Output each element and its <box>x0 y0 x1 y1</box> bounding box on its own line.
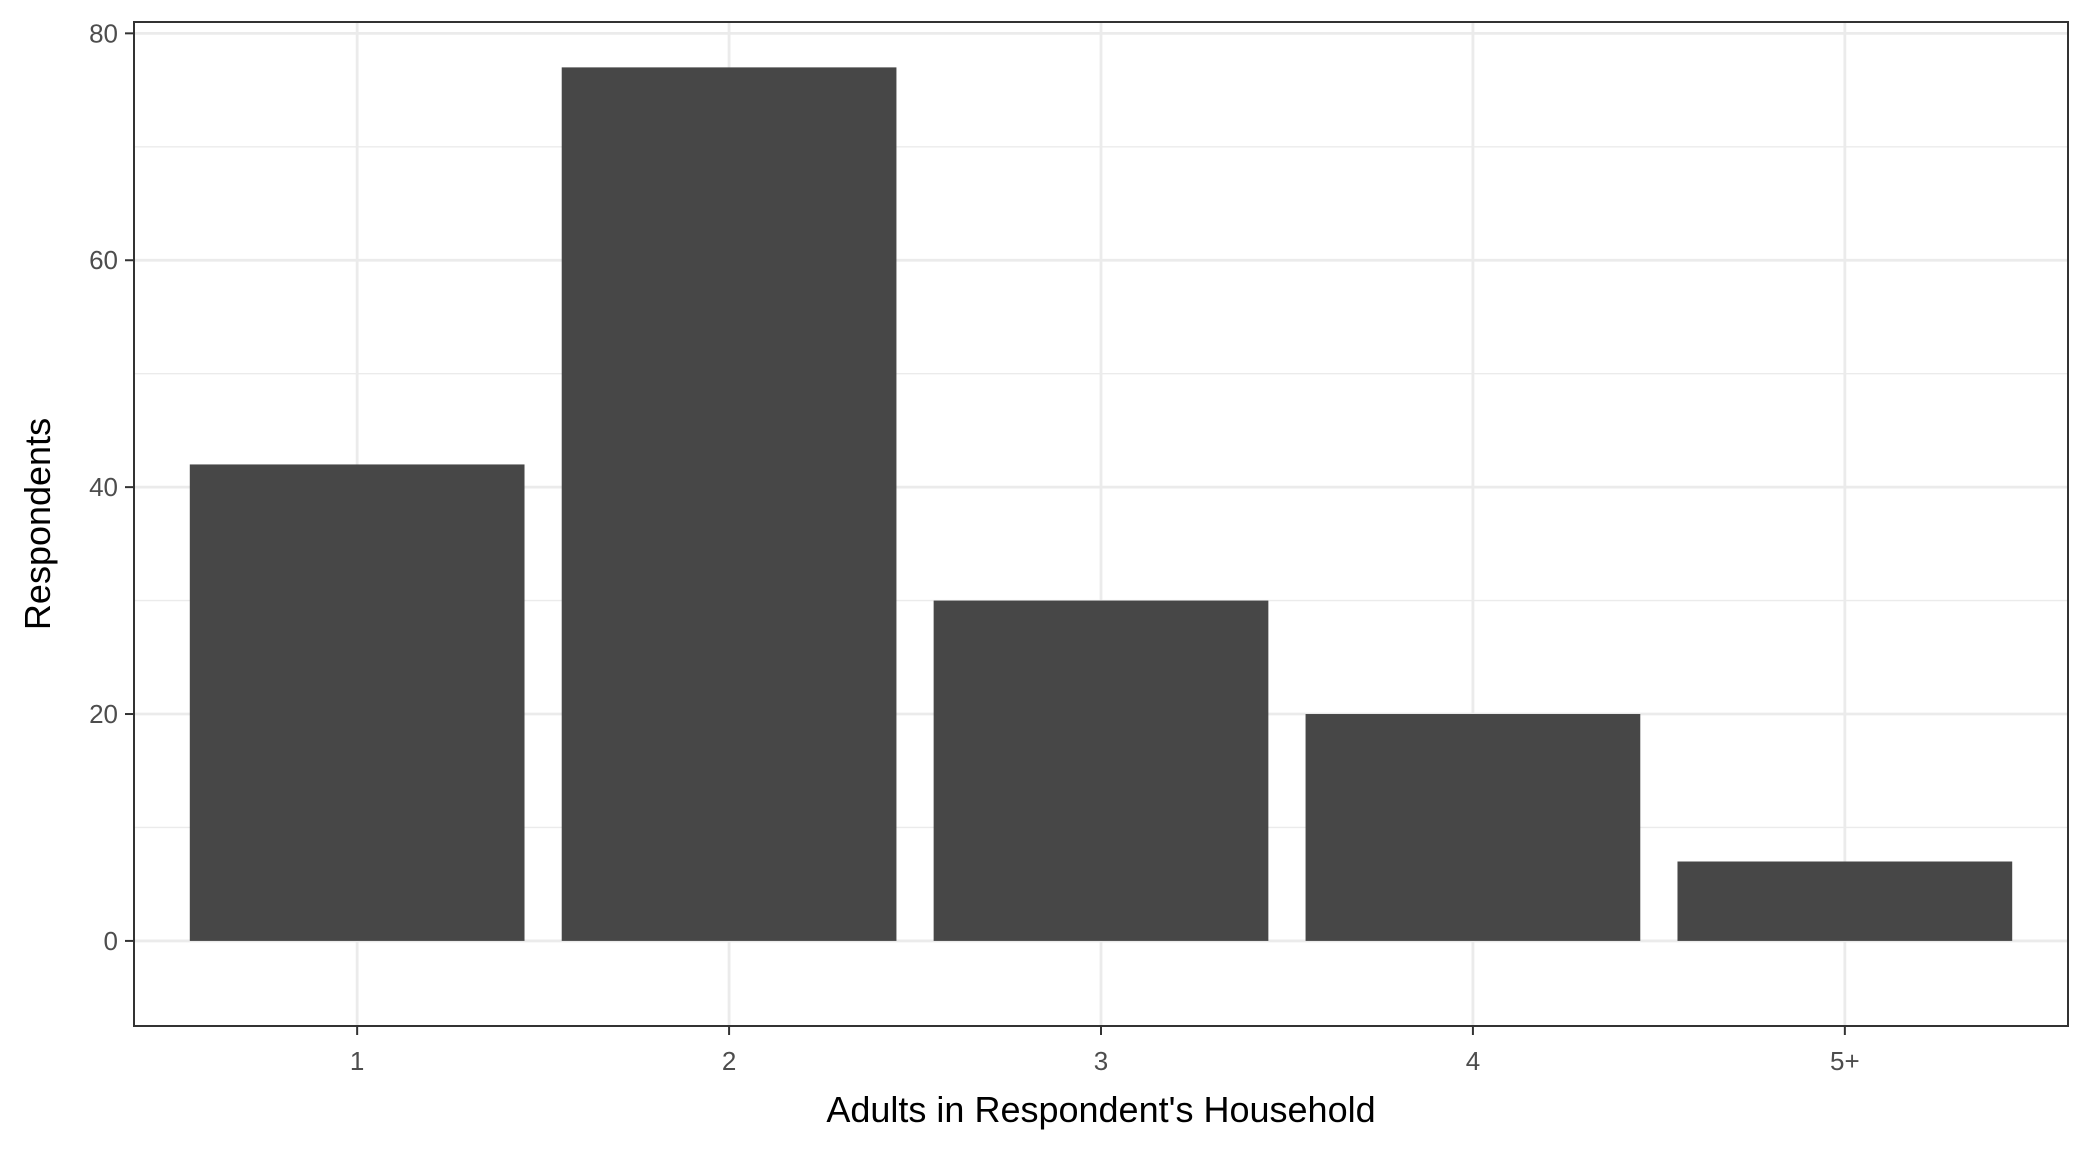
x-tick-label: 3 <box>1094 1046 1108 1076</box>
y-tick-label: 20 <box>89 699 118 729</box>
x-axis: 1 2 3 4 5+ <box>350 1026 1860 1076</box>
bar-5+ <box>1677 861 2013 941</box>
x-axis-title: Adults in Respondent's Household <box>826 1089 1375 1130</box>
y-tick-label: 80 <box>89 18 118 48</box>
bar-2 <box>561 67 897 941</box>
y-tick-label: 0 <box>104 926 118 956</box>
y-tick-label: 60 <box>89 245 118 275</box>
y-axis: 0 20 40 60 80 <box>89 18 134 956</box>
bars <box>189 67 2013 941</box>
x-tick-label: 4 <box>1466 1046 1480 1076</box>
bar-4 <box>1305 714 1641 941</box>
x-tick-label: 5+ <box>1830 1046 1860 1076</box>
x-tick-label: 1 <box>350 1046 364 1076</box>
y-tick-label: 40 <box>89 472 118 502</box>
x-tick-label: 2 <box>722 1046 736 1076</box>
y-axis-title: Respondents <box>17 418 58 630</box>
bar-1 <box>189 464 525 941</box>
bar-3 <box>933 600 1269 941</box>
